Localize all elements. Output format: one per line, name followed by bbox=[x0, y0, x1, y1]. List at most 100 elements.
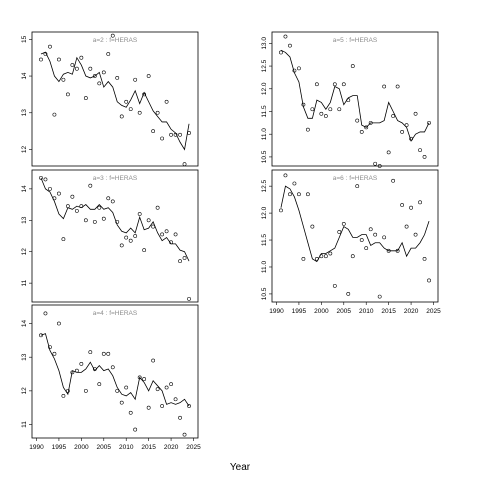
observed-point bbox=[151, 358, 156, 363]
observed-point bbox=[305, 192, 310, 197]
observed-point bbox=[319, 111, 324, 116]
observed-point bbox=[151, 129, 156, 134]
y-tick-label: 10.5 bbox=[261, 150, 268, 163]
panel-frame bbox=[271, 31, 439, 167]
observed-point bbox=[52, 196, 57, 201]
observed-point bbox=[155, 205, 160, 210]
y-tick-label: 11.0 bbox=[261, 128, 268, 141]
y-tick-label: 14 bbox=[21, 320, 28, 328]
observed-point bbox=[115, 388, 120, 393]
x-tick-label: 2010 bbox=[359, 308, 374, 315]
observed-point bbox=[400, 203, 405, 207]
observed-point bbox=[146, 74, 151, 78]
observed-point bbox=[155, 110, 160, 115]
observed-point bbox=[173, 397, 178, 402]
observed-point bbox=[119, 114, 124, 119]
observed-point bbox=[400, 130, 405, 134]
observed-point bbox=[39, 175, 43, 180]
y-tick-label: 13 bbox=[21, 353, 28, 361]
x-tick-label: 1990 bbox=[29, 444, 44, 451]
observed-point bbox=[391, 114, 396, 118]
y-tick-label: 12 bbox=[21, 387, 28, 395]
observed-point bbox=[43, 177, 48, 182]
panel-title: a=2 : f=HERAS bbox=[93, 37, 138, 44]
observed-point bbox=[106, 196, 111, 201]
observed-point bbox=[133, 427, 138, 432]
observed-point bbox=[386, 150, 391, 155]
fitted-line bbox=[40, 51, 190, 151]
panel-age-6: a=6 : f=HERAS 10.5 11.0 11.5 12.0 12.5 1990 199… bbox=[261, 169, 441, 315]
observed-point bbox=[48, 186, 52, 191]
observed-point bbox=[323, 254, 328, 259]
observed-point bbox=[119, 243, 124, 248]
y-tick-label: 13.0 bbox=[261, 37, 268, 50]
observed-point bbox=[418, 148, 422, 153]
observed-point bbox=[160, 136, 165, 141]
observed-point bbox=[350, 254, 355, 259]
observed-point bbox=[373, 232, 378, 237]
observed-point bbox=[106, 351, 111, 356]
y-tick-label: 11.0 bbox=[261, 261, 268, 274]
panel-frame bbox=[31, 31, 199, 167]
panel-title: a=4 : f=HERAS bbox=[93, 310, 138, 317]
observed-point bbox=[279, 208, 283, 213]
observed-point bbox=[48, 345, 52, 349]
observed-point bbox=[160, 404, 165, 408]
observed-point bbox=[88, 183, 93, 188]
observed-point bbox=[133, 77, 138, 82]
observed-point bbox=[386, 248, 391, 253]
observed-point bbox=[106, 52, 111, 56]
y-tick-label: 12.0 bbox=[261, 82, 268, 95]
observed-point bbox=[422, 256, 427, 261]
observed-point bbox=[39, 333, 43, 338]
observed-point bbox=[57, 191, 61, 196]
fitted-line bbox=[280, 49, 430, 142]
observed-point bbox=[164, 229, 169, 234]
x-tick-label: 2015 bbox=[141, 444, 156, 451]
observed-point bbox=[52, 112, 57, 117]
observed-point bbox=[332, 82, 337, 87]
observed-point bbox=[328, 107, 333, 112]
observed-point bbox=[151, 224, 156, 229]
observed-point bbox=[359, 130, 364, 134]
observed-point bbox=[146, 218, 151, 223]
observed-point bbox=[137, 110, 142, 115]
observed-point bbox=[283, 34, 288, 39]
observed-point bbox=[301, 102, 306, 107]
observed-point bbox=[288, 192, 292, 197]
observed-point bbox=[43, 52, 48, 56]
observed-point bbox=[160, 232, 165, 237]
observed-point bbox=[97, 382, 102, 387]
observed-point bbox=[128, 238, 133, 243]
observed-point bbox=[395, 248, 400, 253]
observed-point bbox=[404, 123, 409, 128]
observed-point bbox=[155, 387, 160, 392]
observed-point bbox=[146, 405, 151, 410]
observed-point bbox=[182, 432, 187, 437]
observed-point bbox=[297, 192, 301, 197]
panel-title: a=5 : f=HERAS bbox=[333, 37, 378, 44]
observed-point bbox=[305, 127, 310, 132]
fitted-line bbox=[40, 177, 190, 262]
observed-point bbox=[137, 212, 142, 216]
y-tick-label: 14 bbox=[21, 185, 28, 193]
observed-point bbox=[346, 98, 351, 103]
observed-point bbox=[61, 237, 66, 242]
y-tick-label: 12 bbox=[21, 248, 28, 256]
y-tick-label: 14 bbox=[21, 72, 28, 80]
observed-point bbox=[142, 248, 147, 253]
observed-point bbox=[137, 375, 142, 380]
observed-point bbox=[382, 84, 387, 89]
observed-point bbox=[337, 107, 342, 112]
observed-point bbox=[133, 234, 138, 238]
x-tick-label: 2020 bbox=[404, 308, 419, 315]
observed-point bbox=[364, 125, 369, 130]
observed-point bbox=[404, 224, 409, 229]
panel-frame bbox=[31, 169, 199, 303]
observed-point bbox=[314, 82, 319, 87]
observed-point bbox=[57, 57, 61, 62]
observed-point bbox=[350, 64, 355, 68]
observed-point bbox=[391, 178, 396, 183]
observed-point bbox=[355, 118, 360, 123]
